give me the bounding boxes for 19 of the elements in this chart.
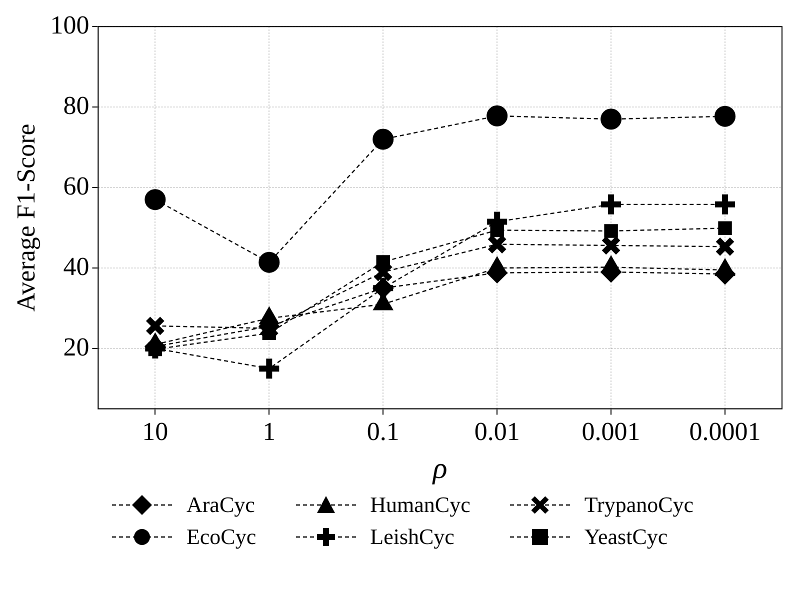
y-tick-label: 80 (63, 90, 90, 120)
x-axis-title: ρ (432, 452, 448, 485)
y-tick-label: 20 (63, 332, 90, 362)
legend-label: YeastCyc (584, 524, 668, 550)
legend-label: LeishCyc (370, 524, 454, 550)
legend-label: HumanCyc (370, 492, 470, 518)
x-tick-label: 0.001 (582, 417, 640, 446)
y-tick-label: 40 (63, 252, 90, 281)
x-tick-label: 10 (142, 417, 168, 446)
x-tick-label: 0.1 (366, 417, 400, 446)
y-tick-label: 100 (50, 10, 90, 40)
x-tick-label: 1 (262, 417, 276, 446)
x-tick-label: 0.0001 (689, 417, 761, 446)
y-tick-label: 60 (63, 171, 90, 200)
legend-label: AraCyc (186, 492, 255, 518)
y-axis-title: Average F1-Score (11, 124, 40, 312)
x-tick-label: 0.01 (474, 417, 520, 446)
legend-label: EcoCyc (186, 524, 256, 550)
legend-label: TrypanoCyc (584, 492, 694, 518)
